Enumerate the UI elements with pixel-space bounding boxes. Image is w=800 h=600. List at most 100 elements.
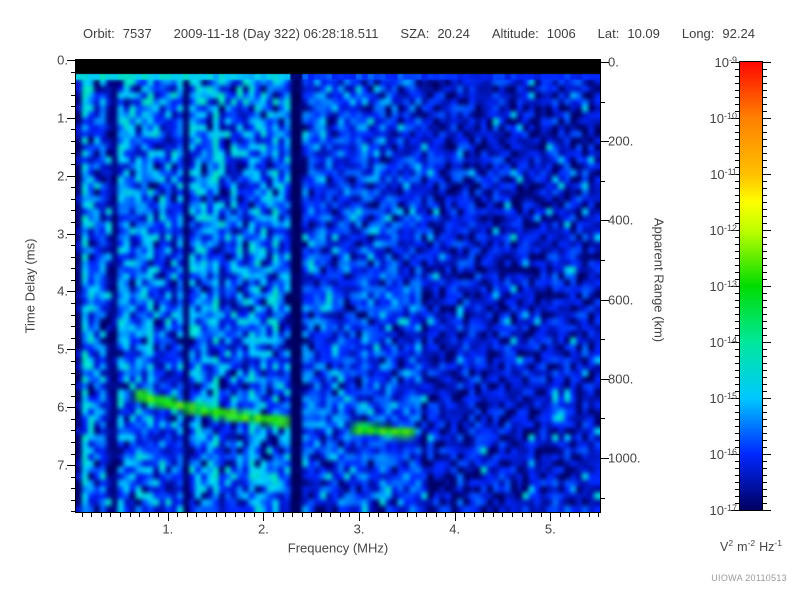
tick-mark (110, 513, 111, 517)
tick-mark (763, 307, 767, 308)
tick-mark (731, 454, 739, 455)
tick-mark (91, 513, 92, 517)
colorbar-tick-label: 10-11 (710, 166, 737, 183)
tick-mark (493, 513, 494, 517)
colorbar-units-label: V2 m-2 Hz-1 (720, 537, 782, 555)
x-tick-label: 1. (162, 521, 174, 537)
header-field-lat: Lat: 10.09 (598, 26, 660, 41)
tick-mark (158, 513, 159, 517)
tick-mark (340, 513, 341, 517)
tick-mark (283, 513, 284, 517)
tick-mark (359, 513, 360, 521)
colorbar-tick-label: 10-15 (709, 390, 737, 407)
header-field-value: 1006 (546, 26, 576, 41)
tick-mark (763, 377, 767, 378)
header-field-long: Long: 92.24 (682, 26, 755, 41)
tick-mark (502, 513, 503, 517)
tick-mark (731, 230, 739, 231)
tick-mark (601, 181, 605, 182)
tick-mark (763, 230, 771, 231)
tick-mark (455, 513, 456, 521)
tick-mark (763, 300, 767, 301)
header-field-label: Altitude: (491, 26, 539, 41)
header-field-orbit: Orbit: 7537 (83, 26, 152, 41)
tick-mark (302, 513, 303, 517)
header-field-value: 2009-11-18 (Day 322) 06:28:18.511 (173, 26, 379, 41)
tick-mark (763, 293, 767, 294)
tick-mark (560, 513, 561, 517)
colorbar-tick-label: 10-14 (709, 334, 737, 351)
tick-mark (763, 342, 771, 343)
tick-mark (763, 370, 767, 371)
header-info: Orbit: 7537 2009-11-18 (Day 322) 06:28:18… (83, 26, 755, 41)
tick-mark (206, 513, 207, 517)
header-field-label: Lat: (597, 26, 620, 41)
tick-mark (763, 454, 771, 455)
tick-mark (763, 314, 767, 315)
tick-mark (388, 513, 389, 517)
tick-mark (321, 513, 322, 517)
tick-mark (763, 433, 767, 434)
x-tick-label: 3. (353, 521, 365, 537)
tick-mark (550, 513, 551, 521)
tick-mark (763, 468, 767, 469)
tick-mark (601, 300, 609, 301)
tick-mark (579, 513, 580, 517)
tick-mark (601, 418, 605, 419)
tick-mark (589, 513, 590, 517)
tick-mark (369, 513, 370, 517)
tick-mark (763, 62, 771, 63)
tick-mark (763, 209, 767, 210)
tick-mark (763, 132, 767, 133)
tick-mark (196, 513, 197, 517)
tick-mark (426, 513, 427, 517)
tick-mark (474, 513, 475, 517)
tick-mark (601, 62, 609, 63)
tick-mark (177, 513, 178, 517)
y2-tick-label: 200. (608, 133, 634, 149)
tick-mark (601, 339, 605, 340)
tick-mark (763, 97, 767, 98)
y2-tick-label: 0. (608, 54, 619, 70)
header-field-value: 7537 (122, 26, 152, 41)
tick-mark (216, 513, 217, 517)
tick-mark (763, 391, 767, 392)
tick-mark (436, 513, 437, 517)
tick-mark (397, 513, 398, 517)
header-field-value: 92.24 (722, 26, 755, 41)
tick-mark (763, 510, 771, 511)
tick-mark (130, 513, 131, 517)
tick-mark (416, 513, 417, 517)
tick-mark (292, 513, 293, 517)
tick-mark (407, 513, 408, 517)
colorbar-tick-label: 10-17 (709, 502, 737, 519)
tick-mark (763, 160, 767, 161)
tick-mark (67, 176, 75, 177)
tick-mark (763, 405, 767, 406)
header-field-datetime: 2009-11-18 (Day 322) 06:28:18.511 (174, 26, 379, 41)
tick-mark (763, 237, 767, 238)
tick-mark (120, 513, 121, 517)
tick-mark (763, 69, 767, 70)
tick-mark (263, 513, 264, 521)
colorbar-tick-label: 10-13 (709, 278, 737, 295)
tick-mark (763, 251, 767, 252)
tick-mark (731, 174, 739, 175)
y-tick-label: 4. (57, 283, 68, 299)
tick-mark (763, 482, 767, 483)
tick-mark (763, 216, 767, 217)
tick-mark (67, 118, 75, 119)
tick-mark (541, 513, 542, 517)
header-field-sza: SZA: 20.24 (400, 26, 469, 41)
tick-mark (378, 513, 379, 517)
tick-mark (731, 286, 739, 287)
spectrogram-plot (75, 59, 601, 513)
header-field-value: 20.24 (437, 26, 470, 41)
y-tick-label: 2. (57, 168, 68, 184)
tick-mark (763, 118, 771, 119)
tick-mark (763, 202, 767, 203)
tick-mark (244, 513, 245, 517)
tick-mark (67, 407, 75, 408)
tick-mark (731, 398, 739, 399)
